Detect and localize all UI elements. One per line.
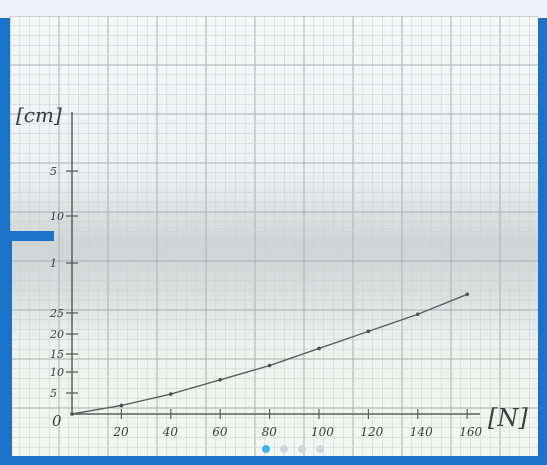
x-tick-label: 140 xyxy=(410,425,433,439)
data-point xyxy=(169,392,173,396)
y-tick-label: 15 xyxy=(50,348,64,361)
top-strip xyxy=(0,0,547,18)
y-tick-label: 5 xyxy=(50,165,57,178)
data-point xyxy=(465,292,470,297)
pager-dot-4[interactable] xyxy=(316,445,324,453)
line-chart: 0 5 10 15 20 25 1 10 5 20 40 60 80 100 120 140 160 [cm… xyxy=(10,16,538,456)
data-point xyxy=(70,412,74,416)
viewer-left-bar xyxy=(0,231,12,465)
x-tick-label: 80 xyxy=(262,425,278,439)
y-ticks: 5 10 15 20 25 1 10 5 xyxy=(49,165,78,400)
origin-label: 0 xyxy=(52,412,62,430)
data-point xyxy=(416,312,420,317)
data-point xyxy=(267,363,272,368)
series-line xyxy=(71,293,468,415)
pager-dot-1[interactable] xyxy=(262,445,270,453)
x-tick-label: 100 xyxy=(311,425,334,439)
data-point xyxy=(119,403,124,408)
y-tick-label: 5 xyxy=(50,387,57,400)
graph-paper-photo: 0 5 10 15 20 25 1 10 5 20 40 60 80 100 120 140 160 [cm… xyxy=(10,16,538,456)
y-tick-label: 20 xyxy=(49,328,64,341)
pager-dot-2[interactable] xyxy=(280,445,288,453)
grid xyxy=(10,16,538,456)
x-tick-label: 40 xyxy=(162,425,179,439)
y-tick-label: 10 xyxy=(50,366,64,379)
x-axis-label: [N] xyxy=(488,404,528,432)
x-tick-label: 60 xyxy=(212,425,228,439)
viewer-left-cap xyxy=(0,231,54,241)
pager-dots xyxy=(262,444,324,454)
y-tick-label: 25 xyxy=(49,307,64,320)
y-tick-label: 1 xyxy=(50,257,57,270)
x-ticks: 20 40 60 80 100 120 140 160 xyxy=(112,409,482,439)
data-point xyxy=(317,346,321,351)
data-point xyxy=(366,329,371,334)
data-points xyxy=(70,292,470,416)
x-tick-label: 120 xyxy=(360,425,383,439)
y-axis-label: [cm] xyxy=(16,103,62,127)
x-tick-label: 160 xyxy=(459,425,482,439)
data-point xyxy=(218,378,222,382)
pager-dot-3[interactable] xyxy=(298,445,306,453)
y-tick-label: 10 xyxy=(50,210,64,223)
x-tick-label: 20 xyxy=(112,425,129,439)
